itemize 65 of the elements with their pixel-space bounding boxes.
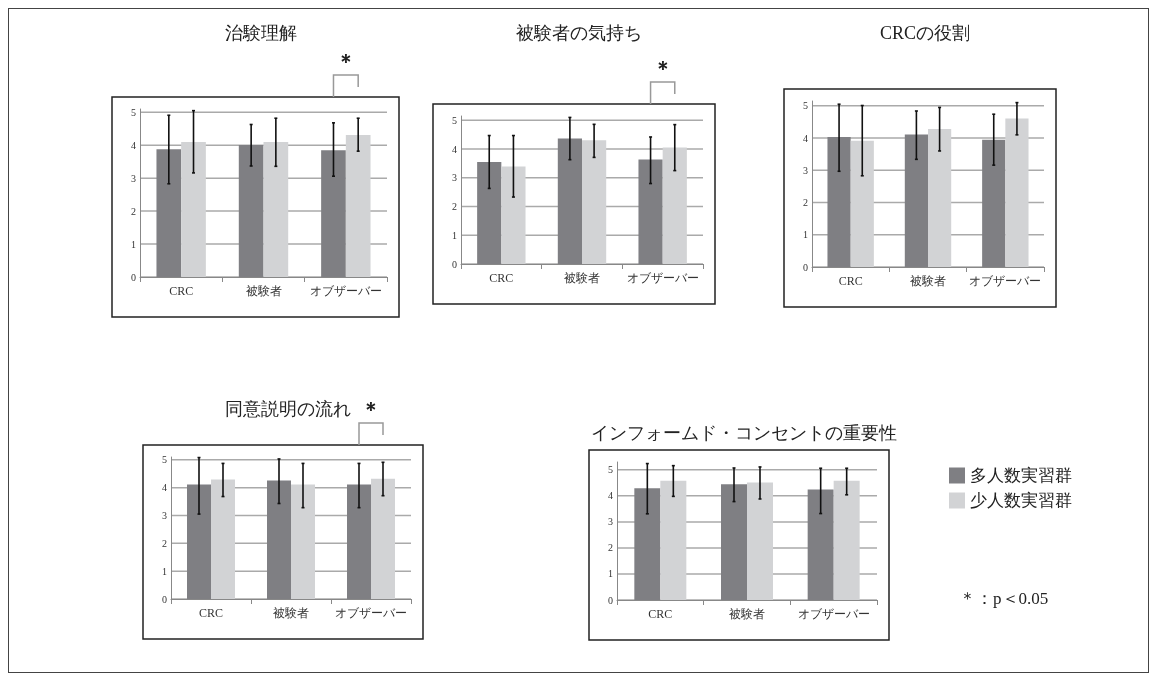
x-tick-label: オブザーバー [969, 274, 1042, 288]
bar [345, 135, 371, 277]
y-tick-label: 1 [162, 565, 167, 577]
x-tick-label: オブザーバー [797, 607, 870, 621]
y-tick-label: 0 [608, 594, 613, 606]
bar [928, 129, 952, 267]
y-tick-label: 2 [131, 205, 136, 217]
x-tick-label: 被験者 [245, 284, 282, 298]
y-tick-label: 0 [803, 261, 808, 273]
y-tick-label: 2 [608, 542, 613, 554]
x-tick-label: オブザーバー [309, 284, 382, 298]
y-tick-label: 3 [452, 172, 457, 184]
bar [1005, 118, 1029, 267]
chart-title: CRCの役割 [879, 23, 971, 43]
x-tick-label: オブザーバー [335, 606, 407, 620]
y-tick-label: 1 [452, 229, 457, 241]
x-tick-label: CRC [169, 284, 194, 298]
y-tick-label: 0 [162, 593, 167, 605]
x-tick-label: CRC [648, 607, 673, 621]
x-tick-label: 被験者 [910, 274, 946, 288]
x-tick-label: 被験者 [729, 607, 765, 621]
y-tick-label: 2 [803, 197, 808, 209]
x-tick-label: CRC [838, 274, 863, 288]
y-tick-label: 5 [452, 114, 457, 126]
y-tick-label: 4 [162, 482, 167, 494]
x-tick-label: オブザーバー [626, 271, 699, 285]
y-tick-label: 3 [608, 516, 613, 528]
y-tick-label: 2 [452, 201, 457, 213]
chart-title: 被験者の気持ち [516, 23, 642, 43]
x-tick-label: 被験者 [273, 606, 309, 620]
text: ＊ [361, 398, 381, 420]
text: ＊：p＜0.05 [959, 588, 1049, 608]
chart-title: 同意説明の流れ [225, 399, 351, 419]
y-tick-label: 0 [452, 258, 457, 270]
bar [181, 141, 206, 277]
text: ＊ [652, 57, 673, 79]
y-tick-label: 4 [452, 143, 457, 155]
y-tick-label: 5 [608, 464, 613, 476]
y-tick-label: 5 [131, 106, 136, 118]
legend-label: 少人数実習群 [970, 491, 1072, 510]
x-tick-label: CRC [198, 606, 224, 620]
bar [662, 147, 687, 264]
bar [582, 140, 607, 264]
text: ＊ [335, 50, 356, 72]
y-tick-label: 0 [131, 271, 136, 283]
y-tick-label: 4 [608, 490, 613, 502]
y-tick-label: 4 [803, 132, 808, 144]
x-tick-label: CRC [489, 271, 514, 285]
y-tick-label: 3 [803, 164, 808, 176]
y-tick-label: 1 [131, 238, 136, 250]
y-tick-label: 5 [803, 100, 808, 112]
legend-label: 多人数実習群 [970, 466, 1072, 485]
y-tick-label: 4 [131, 139, 136, 151]
bar [850, 140, 874, 267]
y-tick-label: 2 [162, 537, 167, 549]
y-tick-label: 3 [162, 509, 167, 521]
y-tick-label: 3 [131, 172, 136, 184]
bar [263, 141, 289, 277]
chart-title: 治験理解 [224, 23, 297, 43]
y-tick-label: 1 [803, 229, 808, 241]
x-tick-label: 被験者 [564, 271, 600, 285]
bar [501, 166, 526, 264]
y-tick-label: 5 [162, 454, 167, 466]
y-tick-label: 1 [608, 568, 613, 580]
chart-title: インフォームド・コンセントの重要性 [591, 423, 897, 443]
